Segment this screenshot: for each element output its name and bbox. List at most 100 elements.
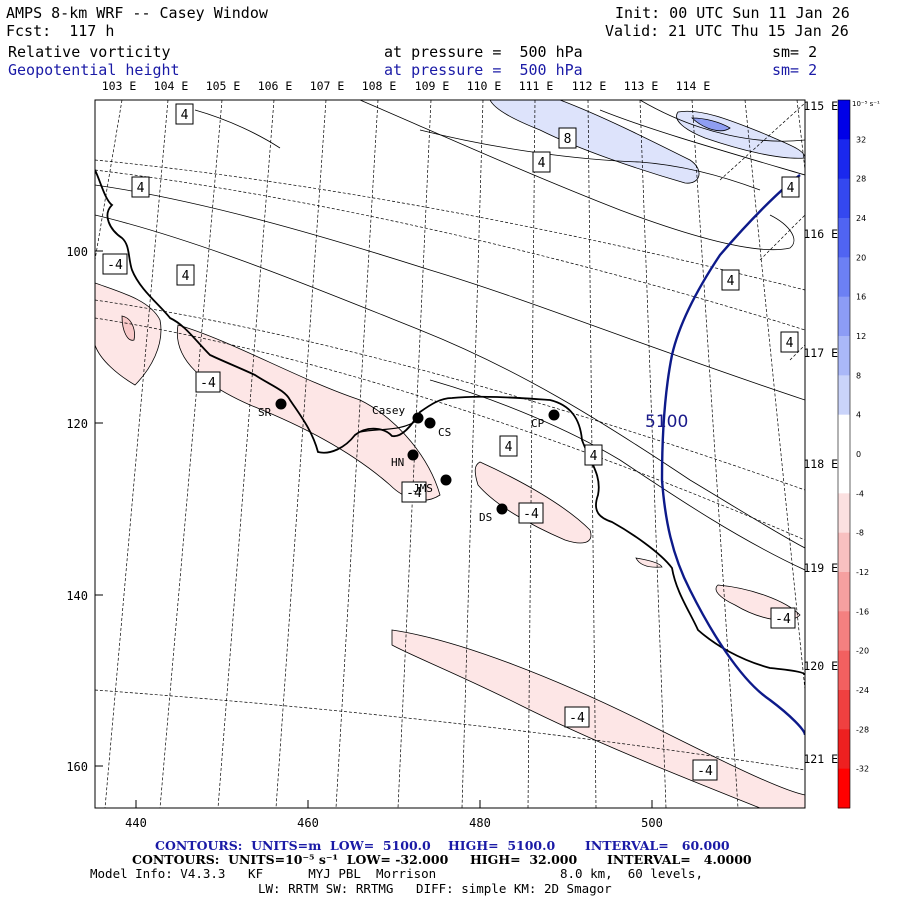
- station-casey: Casey: [372, 404, 424, 424]
- pos-vorticity-region-core: [690, 117, 731, 132]
- colorbar-segment: [838, 296, 850, 337]
- colorbar-label: -4: [856, 489, 864, 498]
- svg-text:-4: -4: [697, 764, 713, 779]
- y-tick-label: 120: [66, 417, 88, 431]
- contour-label-box: 4: [780, 331, 799, 353]
- contour-label-box: 4: [176, 264, 195, 286]
- colorbar-segment: [838, 454, 850, 494]
- colorbar-segment: [838, 139, 850, 180]
- colorbar-label: -8: [856, 529, 864, 538]
- contour-label-box: 4: [532, 151, 551, 173]
- svg-text:-4: -4: [569, 711, 585, 726]
- axis-ticks: [95, 250, 653, 808]
- field1-name: Relative vorticity: [8, 43, 171, 61]
- height-contour-5100: [660, 174, 805, 736]
- map-frame: [94, 99, 806, 809]
- colorbar-label: 16: [856, 293, 866, 302]
- stations: SR Casey CS HN JMS DS CP: [258, 398, 560, 524]
- contour-label-box: 4: [175, 103, 194, 125]
- svg-text:DS: DS: [479, 511, 492, 524]
- svg-text:-4: -4: [107, 258, 123, 273]
- footer-vort-high: HIGH= 32.000: [470, 852, 578, 867]
- colorbar-label: -32: [856, 765, 869, 774]
- field1-level: at pressure = 500 hPa: [384, 43, 583, 61]
- x-tick-label: 440: [125, 816, 147, 830]
- station-hn: HN: [391, 449, 419, 469]
- lon-label-right: 121 E: [803, 752, 838, 766]
- title: AMPS 8-km WRF -- Casey Window: [6, 4, 268, 22]
- lon-label-top: 103 E: [102, 79, 137, 93]
- svg-text:HN: HN: [391, 456, 404, 469]
- map-plot-area: [95, 100, 805, 808]
- svg-text:CS: CS: [438, 426, 451, 439]
- colorbar-segment: [838, 493, 850, 534]
- longitude-lines: [95, 100, 805, 808]
- lon-label-top: 108 E: [362, 79, 397, 93]
- colorbar-label: -24: [856, 686, 869, 695]
- lon-label-right: 119 E: [803, 561, 838, 575]
- colorbar: [837, 99, 851, 809]
- colorbar-segment: [838, 768, 850, 809]
- svg-text:4: 4: [590, 449, 598, 464]
- lon-label-top: 107 E: [310, 79, 345, 93]
- footer-height-high: HIGH= 5100.0: [448, 838, 556, 853]
- forecast-hour: Fcst: 117 h: [6, 22, 115, 40]
- contour-label-box: 8: [558, 127, 577, 149]
- footer-vort-contours: CONTOURS: UNITS=10⁻⁵ s⁻¹ LOW= -32.000: [132, 852, 449, 867]
- colorbar-segment: [838, 729, 850, 770]
- colorbar-segment: [838, 100, 850, 140]
- footer-height-interval: INTERVAL= 60.000: [585, 838, 730, 853]
- neg-vorticity-region-inner: [121, 315, 135, 341]
- latitude-lines: [95, 159, 805, 771]
- colorbar-segment: [838, 572, 850, 612]
- colorbar-label: -20: [856, 647, 869, 656]
- station-sr: SR: [258, 398, 287, 419]
- lon-label-right: 118 E: [803, 457, 838, 471]
- contour-label-box: 4: [131, 176, 150, 198]
- lon-label-right: 115 E: [803, 99, 838, 113]
- field2-smoothing: sm= 2: [772, 61, 818, 79]
- svg-text:CP: CP: [531, 417, 545, 430]
- svg-text:4: 4: [538, 156, 546, 171]
- lon-label-top: 104 E: [154, 79, 189, 93]
- svg-text:-4: -4: [406, 486, 422, 501]
- svg-text:-4: -4: [775, 612, 791, 627]
- lon-label-top: 111 E: [519, 79, 554, 93]
- station-cs: CS: [424, 417, 451, 439]
- svg-text:4: 4: [505, 440, 513, 455]
- height-contour-label: 5100: [645, 412, 688, 432]
- colorbar-segment: [838, 414, 850, 455]
- contour-label-box: -4: [518, 502, 544, 524]
- init-time: Init: 00 UTC Sun 11 Jan 26: [615, 4, 850, 22]
- lon-label-top: 109 E: [415, 79, 450, 93]
- coastline: [95, 169, 805, 676]
- colorbar-segment: [838, 257, 850, 298]
- colorbar-segment: [838, 611, 850, 652]
- lon-label-right: 120 E: [803, 659, 838, 673]
- lon-label-top: 113 E: [624, 79, 659, 93]
- lon-label-top: 112 E: [572, 79, 607, 93]
- colorbar-segment: [838, 218, 850, 258]
- x-tick-label: 480: [469, 816, 491, 830]
- colorbar-label: -28: [856, 725, 869, 734]
- colorbar-label: -16: [856, 607, 869, 616]
- colorbar-label: 4: [856, 411, 861, 420]
- contour-label-box: 4: [781, 176, 800, 198]
- svg-text:-4: -4: [523, 507, 539, 522]
- contour-label-box: 4: [721, 269, 740, 291]
- colorbar-segment: [838, 178, 850, 219]
- svg-text:4: 4: [181, 108, 189, 123]
- coastline-inner: [359, 419, 419, 433]
- lon-label-top: 114 E: [676, 79, 711, 93]
- x-tick-label: 460: [297, 816, 319, 830]
- svg-text:4: 4: [786, 336, 794, 351]
- colorbar-labels: 32 28 24 20 16 12 8 4 0 -4 -8 -12 -16 -20 -24 -28 -32: [856, 135, 869, 773]
- colorbar-segment: [838, 532, 850, 573]
- field2-name: Geopotential height: [8, 61, 180, 79]
- footer-resolution: 8.0 km, 60 levels,: [560, 866, 703, 881]
- footer-height-contours: CONTOURS: UNITS=m LOW= 5100.0: [155, 838, 431, 853]
- colorbar-frame: [837, 99, 851, 809]
- x-tick-label: 500: [641, 816, 663, 830]
- lon-label-right: 117 E: [803, 346, 838, 360]
